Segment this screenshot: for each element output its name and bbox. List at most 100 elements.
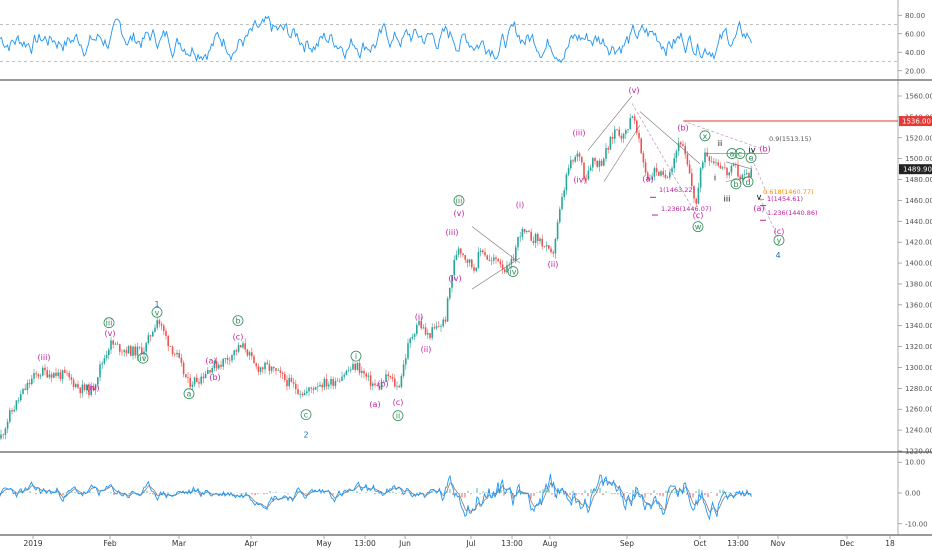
fib-label-1236-b: 1.236(1440.86)	[767, 209, 818, 217]
candle-body	[295, 383, 297, 390]
candle-body	[719, 165, 722, 169]
price-tick-label: 1420.00	[905, 239, 932, 247]
candle-body	[121, 351, 123, 353]
wave-label: 2	[303, 430, 308, 439]
candle-body	[451, 275, 453, 288]
candle-body	[376, 385, 378, 386]
candle-body	[479, 250, 482, 253]
wave-label-circle	[692, 221, 704, 233]
candle-body	[449, 287, 451, 299]
candle-body	[594, 158, 596, 161]
wave-labels: (iii)(iv)iii(v)iv1va(a)(b)b(c)c2i(a)(b)(…	[38, 86, 785, 439]
price-tick-label: 1460.00	[905, 197, 932, 205]
candle-body	[550, 248, 552, 253]
candle-body	[28, 382, 31, 385]
candle-body	[706, 152, 708, 157]
candle-body	[473, 267, 475, 271]
time-tick-label: Jul	[465, 539, 475, 548]
candle-body	[653, 168, 656, 177]
wave-label-circle	[453, 195, 465, 206]
pattern-line	[725, 161, 753, 170]
candle-body	[22, 388, 24, 395]
candle-body	[475, 267, 477, 271]
candle-body	[660, 171, 662, 176]
candle-body	[134, 346, 136, 356]
wave-label-circle	[137, 352, 149, 364]
candle-body	[310, 387, 312, 389]
candle-body	[99, 364, 101, 378]
candle-body	[528, 230, 530, 232]
candle-body	[704, 152, 706, 163]
candle-body	[741, 174, 744, 180]
candle-body	[521, 228, 524, 237]
candle-body	[530, 231, 532, 241]
wave-label-circle	[745, 152, 757, 164]
candle-body	[649, 179, 651, 181]
price-tick-label: 1560.00	[905, 93, 932, 101]
candle-body	[647, 172, 649, 180]
candle-body	[702, 162, 704, 169]
candle-body	[328, 384, 330, 387]
candle-body	[358, 362, 361, 373]
resistance-label: 1536.00	[902, 118, 931, 126]
candle-body	[629, 118, 631, 130]
candle-body	[614, 129, 616, 139]
candle-body	[257, 366, 260, 372]
candle-body	[182, 362, 185, 375]
candle-body	[97, 377, 99, 385]
candle-body	[600, 160, 603, 166]
candle-body	[136, 346, 139, 356]
rsi-line	[0, 15, 752, 64]
candle-body	[622, 133, 625, 139]
time-axis: 2019 Feb Mar Apr May 13:00 Jun Jul 13:00 Aug Sep Oc…	[23, 535, 895, 548]
candle-body	[169, 346, 172, 347]
candle-body	[596, 160, 598, 167]
candle-body	[312, 388, 315, 390]
wave-label: (iii)	[446, 228, 459, 237]
price-tick-label: 1500.00	[905, 155, 932, 163]
wave-label: i	[714, 174, 716, 183]
candle-body	[435, 326, 438, 329]
candle-body	[548, 245, 550, 249]
wave-label: c	[304, 411, 308, 420]
candle-body	[433, 327, 436, 329]
candle-body	[625, 130, 627, 134]
price-panel: 1560.001540.001520.001500.001480.001460.…	[0, 86, 932, 456]
candle-body	[343, 374, 345, 377]
candle-body	[347, 370, 350, 372]
fib-label-09: 0.9(1513.15)	[769, 135, 811, 143]
candle-body	[563, 190, 565, 197]
price-tick-label: 1380.00	[905, 280, 932, 288]
candle-body	[497, 259, 499, 262]
candle-body	[105, 355, 108, 359]
candle-body	[114, 343, 117, 345]
price-tick-label: 1400.00	[905, 260, 932, 268]
candle-body	[361, 370, 363, 373]
candle-body	[244, 343, 246, 350]
candle-body	[308, 387, 310, 392]
pattern-line	[639, 111, 701, 165]
candle-body	[86, 384, 88, 390]
price-tick-label: 1320.00	[905, 343, 932, 351]
candle-body	[127, 346, 130, 354]
candle-body	[317, 386, 319, 387]
candle-body	[728, 172, 730, 176]
candle-body	[402, 364, 405, 377]
candle-body	[501, 264, 504, 270]
wave-label-circle	[392, 410, 404, 422]
candle-body	[583, 162, 585, 180]
candle-body	[68, 373, 70, 378]
wave-label: (b)	[377, 379, 388, 388]
candle-body	[264, 362, 266, 370]
wave-label-circle	[103, 317, 115, 329]
candle-body	[389, 376, 392, 378]
candle-body	[640, 138, 642, 154]
wave-label-circle	[734, 148, 746, 159]
candle-body	[141, 347, 143, 355]
candle-body	[374, 383, 376, 386]
candle-body	[526, 230, 528, 232]
wave-label: i	[355, 352, 357, 361]
candle-body	[81, 384, 84, 394]
candle-body	[42, 367, 44, 376]
momentum-panel: 10.00 0.00 -10.00	[0, 459, 928, 528]
